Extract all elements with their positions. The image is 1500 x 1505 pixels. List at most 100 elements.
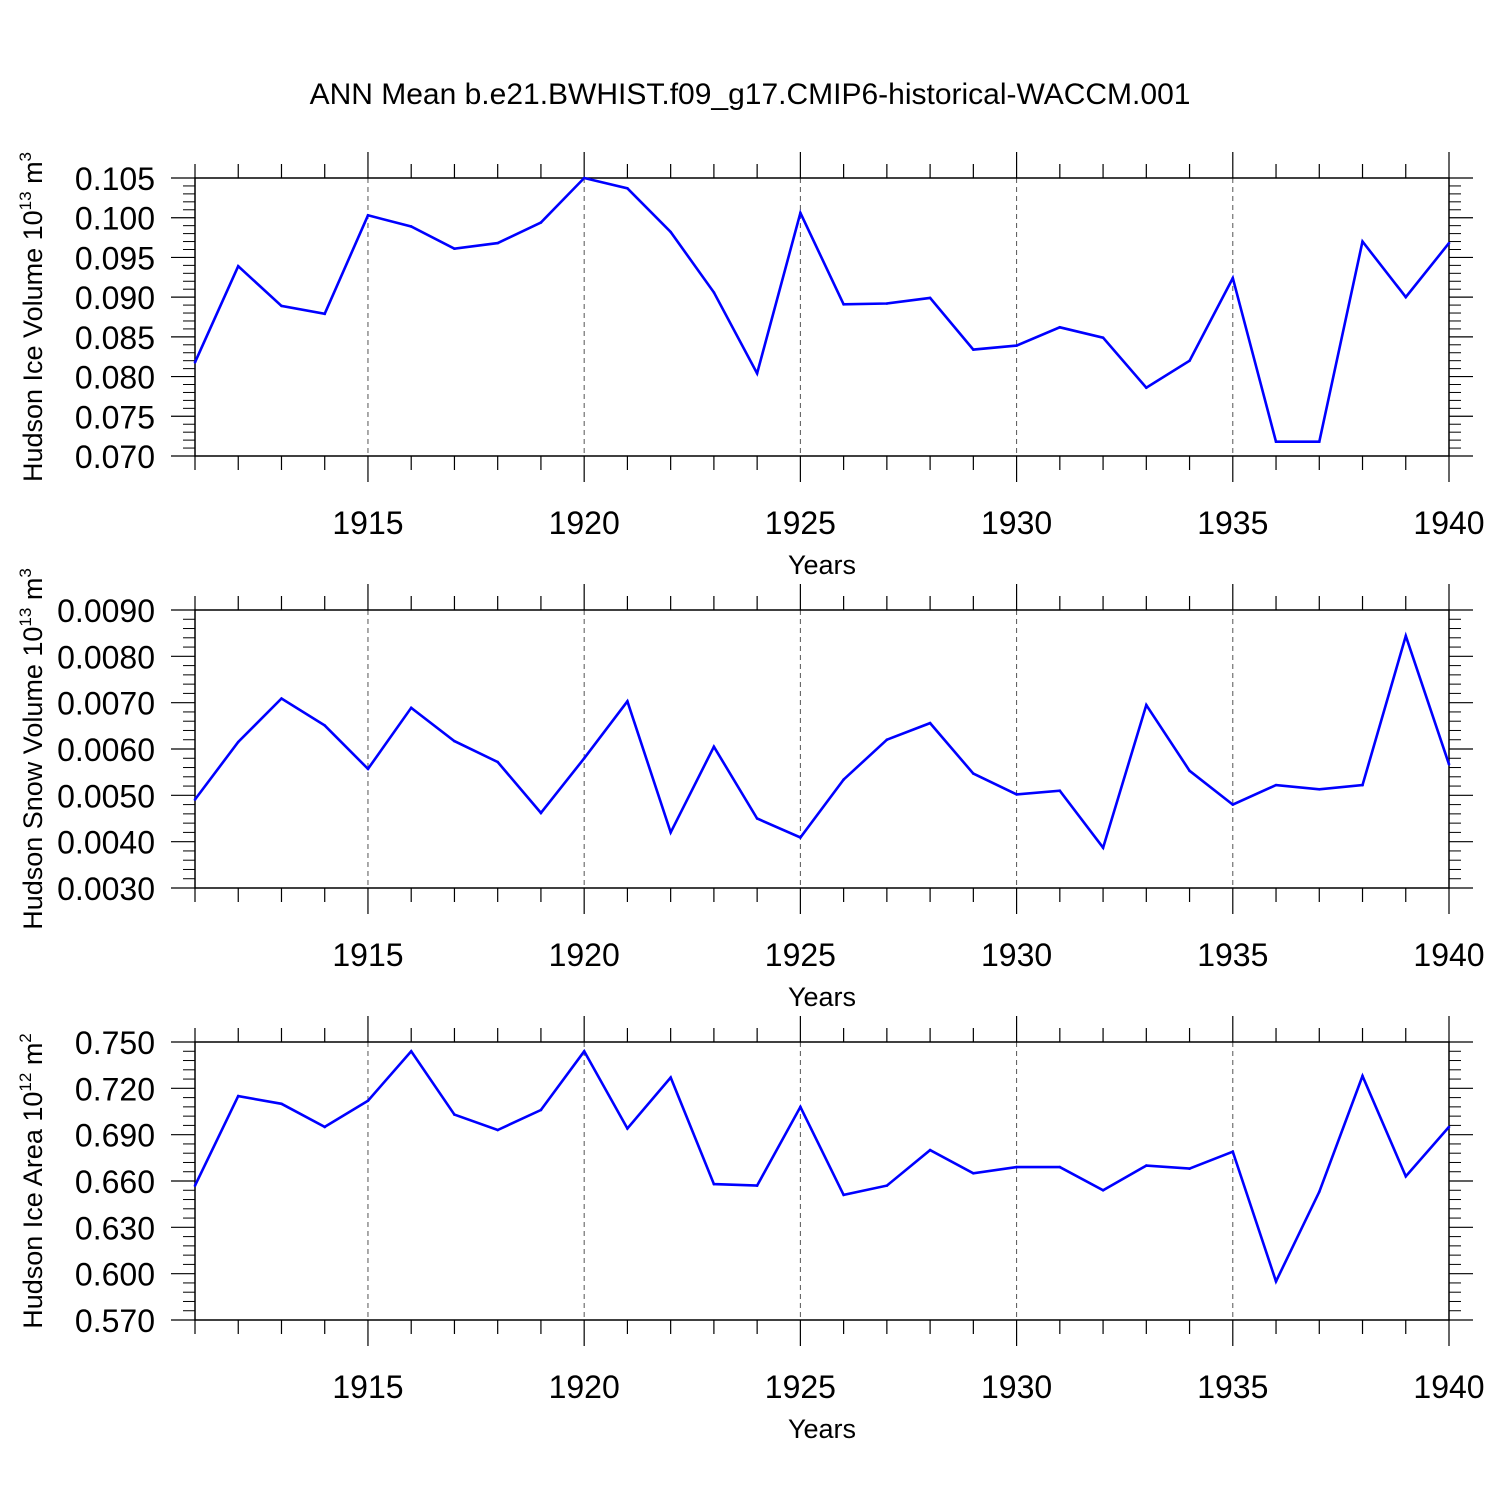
- y-tick-label: 0.570: [75, 1303, 155, 1339]
- data-point: [755, 372, 759, 375]
- data-point: [1231, 803, 1235, 806]
- chart-title: ANN Mean b.e21.BWHIST.f09_g17.CMIP6-hist…: [309, 78, 1191, 111]
- data-point: [323, 1125, 327, 1129]
- x-axis-label: Years: [788, 550, 856, 580]
- x-tick-label: 1930: [981, 1369, 1052, 1405]
- data-point: [669, 1076, 672, 1079]
- x-tick-label: 1930: [981, 505, 1052, 541]
- data-point: [366, 214, 370, 217]
- data-point: [885, 738, 889, 742]
- x-tick-label: 1940: [1413, 937, 1484, 973]
- y-tick-label: 0.090: [75, 280, 155, 316]
- data-point: [712, 1182, 716, 1186]
- data-point: [1447, 762, 1451, 766]
- data-point: [1361, 783, 1364, 787]
- panel-2: 1915 1920 1925 1930 1935 1940 Years 0.0030 0.004…: [16, 568, 1485, 1012]
- data-point: [755, 1184, 759, 1187]
- data-point: [755, 817, 759, 820]
- data-point: [582, 756, 586, 760]
- data-point: [453, 739, 456, 743]
- y-tick-label: 0.0040: [57, 825, 155, 861]
- data-point: [496, 241, 499, 245]
- x-tick-label: 1935: [1197, 1369, 1268, 1405]
- data-point: [626, 699, 629, 703]
- x-tick-label: 1925: [765, 937, 836, 973]
- y-tick-label: 0.0030: [57, 871, 155, 907]
- data-point: [1015, 1165, 1018, 1169]
- y-tick-label: 0.630: [75, 1210, 155, 1246]
- data-point: [280, 304, 283, 308]
- data-point: [799, 1105, 802, 1109]
- data-point: [885, 302, 889, 305]
- data-point: [193, 798, 197, 801]
- data-point: [712, 291, 716, 294]
- data-point: [626, 1127, 629, 1130]
- data-point: [1317, 1190, 1321, 1194]
- y-tick-label: 0.690: [75, 1118, 155, 1154]
- data-point: [409, 225, 413, 228]
- y-tick-label: 0.0070: [57, 686, 155, 722]
- data-point: [1101, 846, 1105, 849]
- x-tick-label: 1920: [549, 937, 620, 973]
- data-point: [1361, 240, 1364, 243]
- data-point: [280, 1102, 283, 1106]
- data-point: [885, 1184, 889, 1187]
- y-tick-label: 0.660: [75, 1164, 155, 1200]
- data-point: [1101, 336, 1105, 339]
- data-point: [496, 1128, 499, 1132]
- data-point: [1058, 326, 1062, 329]
- y-tick-label: 0.0060: [57, 732, 155, 768]
- data-point: [1404, 634, 1408, 638]
- data-point: [842, 1193, 845, 1197]
- panel-1: 1915 1920 1925 1930 1935 1940Years0.0700.0750…: [16, 152, 1485, 580]
- data-point: [928, 721, 932, 725]
- data-point: [1317, 440, 1321, 444]
- data-point: [1188, 1167, 1191, 1170]
- data-point: [193, 360, 197, 364]
- data-point: [323, 312, 327, 316]
- data-point: [539, 811, 543, 815]
- data-point: [582, 176, 586, 180]
- y-tick-label: 0.080: [75, 360, 155, 396]
- data-point: [842, 778, 845, 781]
- x-tick-label: 1925: [765, 1369, 836, 1405]
- data-point: [626, 187, 629, 190]
- data-point: [366, 1099, 370, 1102]
- y-tick-label: 0.750: [75, 1025, 155, 1061]
- data-point: [453, 1113, 456, 1116]
- data-point: [1317, 788, 1321, 791]
- x-tick-label: 1940: [1413, 1369, 1484, 1405]
- data-point: [366, 767, 370, 771]
- data-point: [582, 1049, 586, 1053]
- data-point: [799, 836, 802, 839]
- x-tick-label: 1925: [765, 505, 836, 541]
- y-tick-label: 0.095: [75, 240, 155, 276]
- y-axis-label: Hudson Ice Volume 1013 m3: [16, 152, 48, 482]
- data-point: [669, 831, 672, 834]
- data-point: [1274, 440, 1278, 444]
- data-point: [1447, 241, 1451, 245]
- data-point: [409, 1049, 413, 1053]
- y-tick-label: 0.0090: [57, 593, 155, 629]
- data-point: [1101, 1188, 1105, 1192]
- data-point: [236, 264, 240, 268]
- x-tick-label: 1920: [549, 505, 620, 541]
- data-point: [1058, 1165, 1062, 1169]
- x-tick-label: 1915: [332, 1369, 403, 1405]
- y-tick-label: 0.0080: [57, 639, 155, 675]
- data-point: [842, 302, 845, 306]
- y-tick-label: 0.105: [75, 161, 155, 197]
- y-axis-label: Hudson Snow Volume 1013 m3: [16, 568, 48, 930]
- data-point: [972, 772, 975, 775]
- data-point: [1231, 1150, 1235, 1153]
- data-point: [1145, 703, 1148, 707]
- data-point: [669, 230, 672, 234]
- series-line: [193, 631, 1451, 851]
- data-point: [1447, 1125, 1451, 1129]
- data-point: [1274, 783, 1278, 787]
- data-point: [1015, 793, 1018, 796]
- data-point: [323, 724, 327, 727]
- y-tick-label: 0.100: [75, 201, 155, 237]
- data-point: [972, 348, 975, 351]
- series-line: [193, 1048, 1450, 1285]
